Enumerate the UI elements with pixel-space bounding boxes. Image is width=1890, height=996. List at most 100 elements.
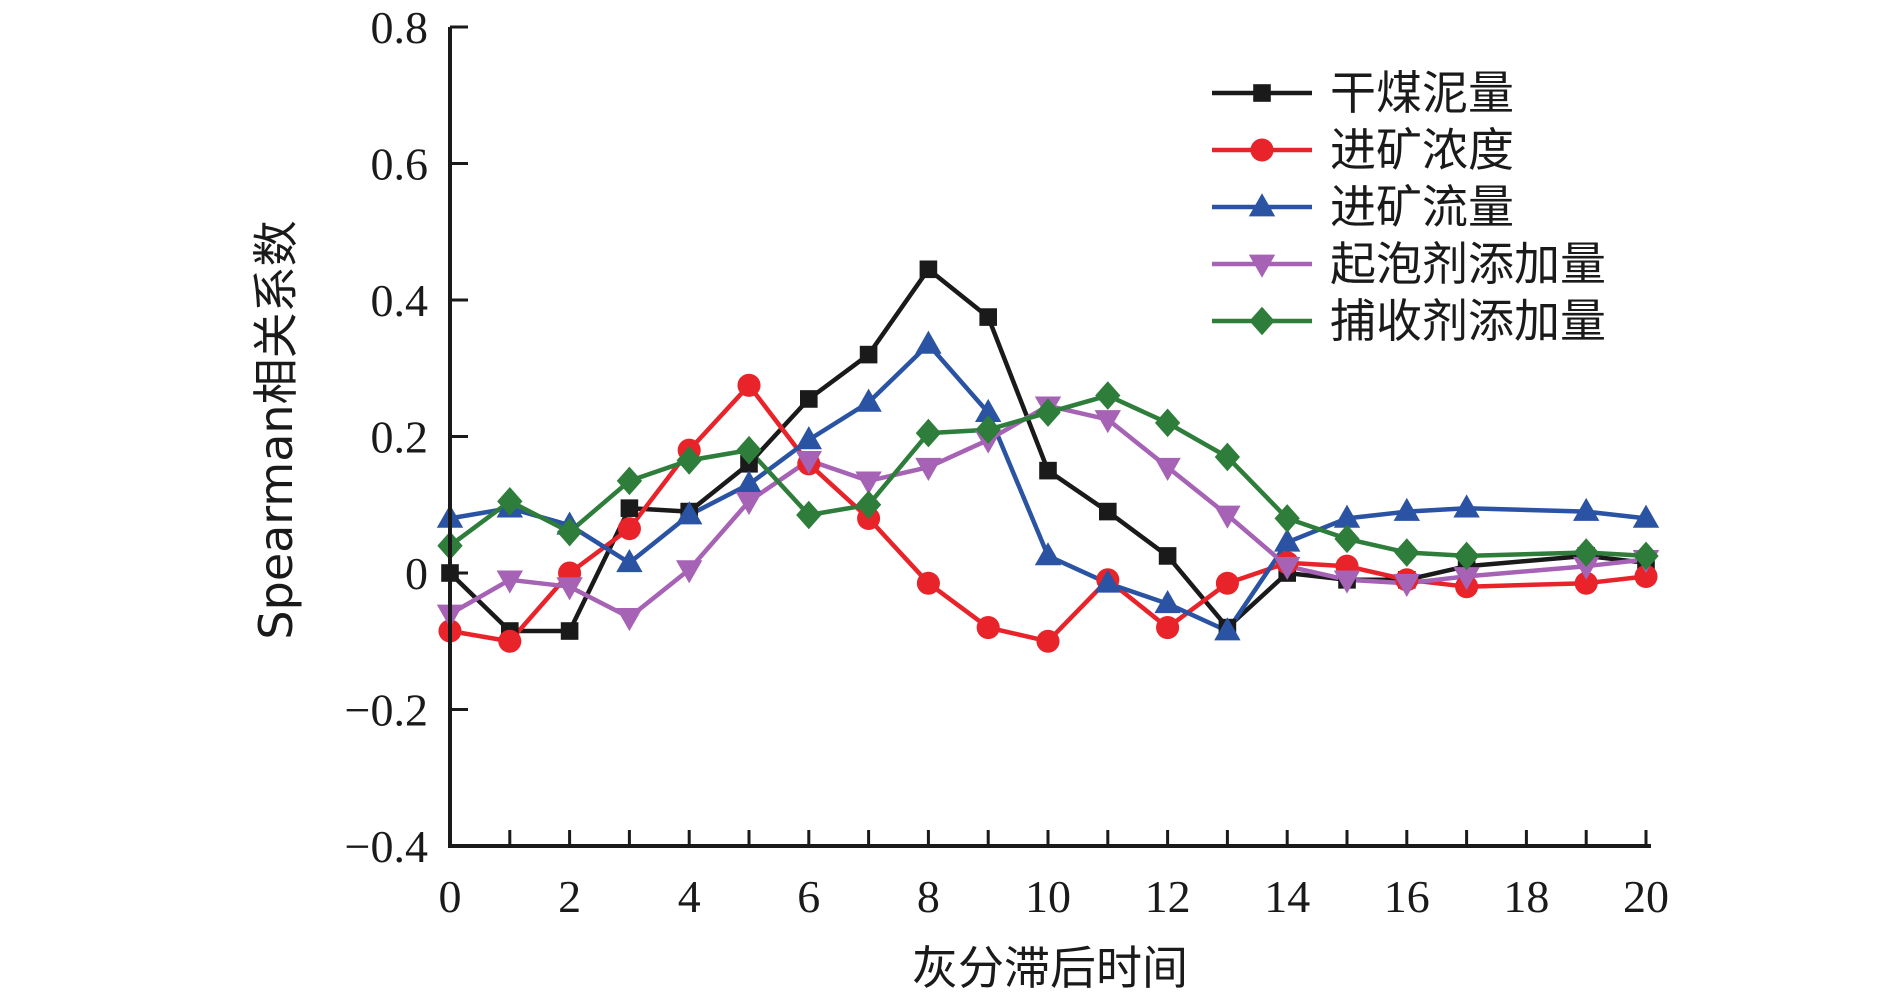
x-tick-label: 18 [1503,871,1549,922]
data-point [560,622,579,640]
data-point [915,418,942,448]
data-point [855,490,882,520]
plot-markers [436,260,1660,653]
data-point [1634,564,1658,588]
data-point [616,549,643,573]
legend-label: 捕收剂添加量 [1330,294,1606,348]
data-point [1156,616,1180,640]
legend-label: 进矿浓度 [1330,123,1514,177]
data-point [1393,573,1420,597]
y-tick-label: 0.2 [371,412,429,463]
data-point [616,466,643,496]
data-point [1099,502,1117,521]
y-tick-label: −0.4 [345,821,428,872]
data-point [795,451,822,475]
data-point [979,308,997,326]
data-point [1214,442,1241,472]
x-ticks: 0 2 4 6 8 10 12 14 16 18 20 [439,830,1669,922]
data-point [735,491,763,516]
data-point [617,517,641,541]
x-tick-label: 4 [678,871,701,922]
y-ticks: −0.4 −0.2 0 0.2 0.4 0.6 0.8 [345,2,468,872]
x-tick-label: 8 [917,871,940,922]
series-markers-3 [436,330,1660,641]
legend-marker [1250,138,1274,162]
legend-item: 捕收剂添加量 [1212,294,1606,348]
data-point [1333,570,1361,594]
data-point [735,470,763,494]
data-point [1035,398,1061,427]
data-point [1039,461,1057,480]
data-point [676,560,703,584]
data-point [1394,538,1420,567]
legend-marker [1249,306,1275,336]
data-point [1274,504,1300,533]
data-point [498,629,522,653]
data-point [796,500,822,530]
data-point [497,487,523,516]
y-axis-title: Spearman相关系数 [249,220,303,639]
data-point [916,571,940,595]
legend-marker [1248,254,1276,278]
x-tick-label: 12 [1145,871,1191,922]
legend-marker [1253,84,1271,102]
data-point [1573,556,1600,580]
data-point [975,398,1002,422]
data-point [919,260,938,279]
data-point [620,499,639,517]
data-point [1453,541,1480,571]
data-point [795,426,822,450]
data-point [1573,497,1600,521]
data-point [737,373,761,397]
data-point [975,415,1001,444]
data-point [736,435,762,465]
data-point [1036,629,1060,653]
x-tick-label: 6 [797,871,820,922]
data-point [855,388,882,412]
series-line-3 [449,342,1647,634]
data-point [1453,567,1480,591]
legend-item: 起泡剂添加量 [1212,237,1606,291]
x-tick-label: 16 [1384,871,1430,922]
data-point [1034,542,1062,566]
data-point [1154,457,1181,481]
legend-item: 进矿流量 [1212,180,1514,234]
data-point [616,608,643,632]
data-point [1453,494,1480,518]
data-point [676,446,702,475]
legend-label: 起泡剂添加量 [1330,237,1606,291]
data-point [1573,538,1599,567]
data-point [496,570,523,594]
data-point [915,330,942,354]
x-tick-label: 20 [1623,871,1669,922]
data-point [915,457,942,481]
y-tick-label: −0.2 [345,685,428,736]
data-point [1632,504,1660,528]
data-point [1094,569,1121,593]
data-point [1333,504,1361,528]
x-axis-title: 灰分滞后时间 [912,941,1188,995]
legend-label: 干煤泥量 [1330,66,1514,120]
data-point [800,390,818,408]
data-point [1214,505,1241,529]
data-point [1215,571,1239,595]
y-tick-label: 0.8 [371,2,429,53]
x-tick-label: 0 [439,871,462,922]
axes: −0.4 −0.2 0 0.2 0.4 0.6 0.8 0 2 4 6 8 10 12 14 16 18 20 [345,2,1669,922]
data-point [676,501,703,525]
data-point [1094,410,1121,434]
x-tick-label: 14 [1264,871,1310,922]
y-tick-label: 0 [405,548,428,599]
y-tick-label: 0.4 [371,275,429,326]
series-markers-5 [437,381,1659,571]
legend-item: 干煤泥量 [1212,66,1514,120]
data-point [556,577,583,601]
data-point [859,345,878,364]
data-point [1154,589,1181,614]
data-point [556,517,583,547]
data-point [1158,547,1177,565]
data-point [1393,497,1420,521]
data-point [1154,408,1181,438]
legend-item: 进矿浓度 [1212,123,1514,177]
